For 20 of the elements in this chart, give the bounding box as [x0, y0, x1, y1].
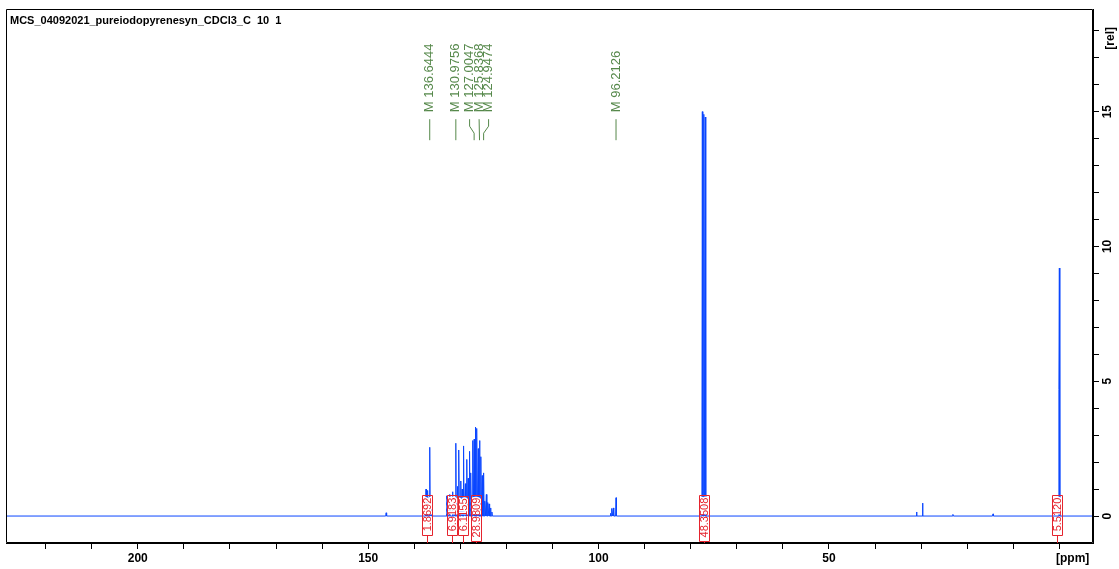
x-tick-label: 100 [588, 550, 609, 565]
y-tick-label: 0 [1099, 512, 1114, 520]
annotation: 48.3508 [698, 497, 711, 538]
annotation: 5.5120 [1051, 497, 1064, 532]
text: MCS_04092021_pureiodopyrenesyn_CDCl3_C 10 1 [10, 14, 282, 27]
annotation: M 136.6444 [421, 43, 437, 113]
annotation: 6.1155 [457, 498, 470, 532]
x-tick-label: 150 [358, 550, 379, 565]
annotation: 6.9183 [446, 497, 459, 532]
annotation: 28.9809 [470, 497, 483, 538]
y-tick-label: 15 [1099, 104, 1114, 119]
x-axis-title: [ppm] [1056, 551, 1090, 565]
x-tick-label: 50 [822, 550, 836, 565]
y-tick-label: 10 [1099, 239, 1114, 254]
y-tick-label: 5 [1099, 377, 1114, 385]
x-tick-label: 200 [127, 550, 149, 565]
annotation: 1.8692 [421, 497, 434, 532]
annotation: M 130.9756 [447, 43, 463, 113]
annotation: M 96.2126 [607, 50, 623, 113]
y-axis-title: [rel] [1103, 27, 1117, 50]
